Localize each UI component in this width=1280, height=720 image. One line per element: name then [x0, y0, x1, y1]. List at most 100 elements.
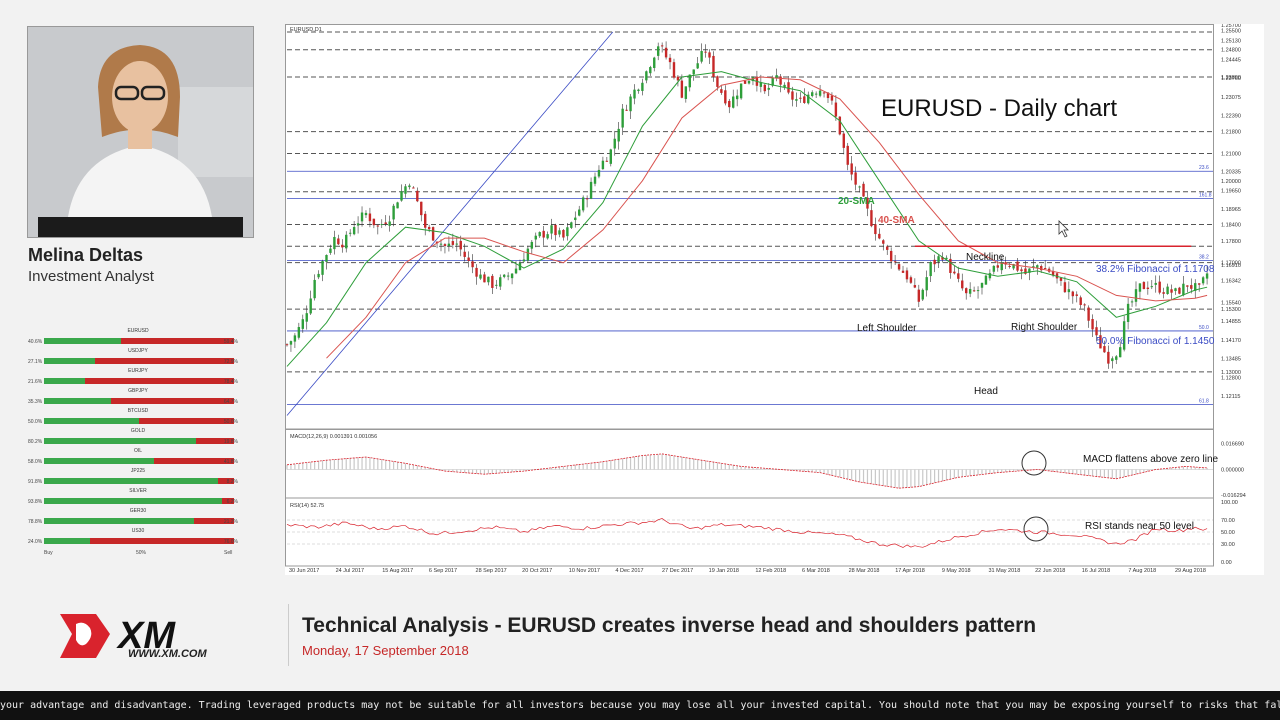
sma40-label: 40-SMA: [878, 215, 915, 226]
price-axis-label: 1.16910: [1221, 263, 1241, 269]
candle-down: [889, 250, 893, 262]
candle-up: [696, 63, 699, 69]
candle-down: [743, 80, 747, 84]
candle-down: [431, 227, 435, 241]
sentiment-sell-value: 21.2%: [223, 519, 238, 525]
sentiment-bar: [44, 458, 234, 464]
candle-up: [700, 51, 703, 62]
price-axis-label: 1.19650: [1221, 188, 1241, 194]
candle-up: [601, 160, 605, 170]
candle-down: [834, 102, 838, 117]
candle-down: [680, 80, 684, 98]
sentiment-buy-value: 80.2%: [28, 439, 43, 445]
chart-title: EURUSD - Daily chart: [881, 95, 1117, 122]
candle-up: [759, 82, 763, 87]
sentiment-bar-fill: [44, 538, 90, 544]
candle-down: [803, 96, 806, 103]
candle-down: [791, 91, 794, 100]
candle-up: [400, 191, 403, 201]
candle-up: [495, 284, 498, 286]
candle-up: [1067, 289, 1071, 293]
candle-up: [297, 327, 301, 338]
rsi-circle-marker: [1023, 516, 1049, 542]
sentiment-row: GER30 78.8% 21.2%: [28, 508, 238, 528]
fib-ratio-label: 50.0: [1199, 325, 1209, 331]
price-axis-label: 1.15300: [1221, 307, 1241, 313]
candle-up: [566, 227, 569, 237]
sentiment-bar: [44, 418, 234, 424]
sentiment-row: BTCUSD 50.0% 50.0%: [28, 408, 238, 428]
candle-down: [625, 109, 628, 111]
price-axis-label: 1.24800: [1221, 48, 1241, 54]
candle-down: [850, 163, 853, 175]
candle-down: [1186, 285, 1189, 287]
candle-up: [1182, 283, 1185, 296]
candle-down: [1071, 291, 1075, 297]
candle-up: [392, 205, 395, 220]
candle-up: [333, 236, 336, 250]
sentiment-bar: [44, 518, 234, 524]
left-shoulder-label: Left Shoulder: [857, 323, 917, 334]
candle-up: [976, 290, 980, 292]
candle-down: [878, 233, 881, 239]
candle-up: [356, 223, 360, 226]
candle-up: [653, 57, 656, 68]
sentiment-bar-fill: [44, 378, 86, 384]
candle-down: [1024, 268, 1027, 274]
x-axis-label: 24 Jul 2017: [336, 568, 364, 574]
candle-down: [893, 261, 897, 263]
sentiment-buy-value: 27.1%: [28, 359, 43, 365]
candle-up: [807, 94, 810, 104]
candle-up: [783, 84, 786, 88]
candle-up: [1150, 286, 1153, 288]
rsi-label: RSI(14) 52.75: [290, 503, 324, 509]
price-axis-label: 1.22390: [1221, 114, 1241, 120]
sentiment-symbol: GBPJPY: [128, 388, 148, 394]
candle-up: [352, 227, 356, 235]
candle-up: [514, 268, 518, 274]
candle-down: [1075, 294, 1078, 296]
candle-up: [929, 262, 932, 277]
x-axis-label: 7 Aug 2018: [1128, 568, 1156, 574]
candle-down: [1190, 285, 1193, 289]
rsi-line: [286, 518, 1208, 548]
candle-up: [1138, 283, 1142, 292]
candle-up: [1205, 273, 1209, 279]
sentiment-symbol: EURUSD: [127, 328, 149, 334]
candle-down: [842, 133, 845, 148]
candle-up: [455, 243, 458, 245]
sentiment-symbol: US30: [131, 528, 145, 534]
sentiment-bar-fill: [44, 398, 112, 404]
candle-down: [1087, 307, 1090, 321]
sentiment-bar-fill: [44, 338, 122, 344]
sentiment-sell-value: 64.7%: [223, 399, 238, 405]
candle-up: [558, 230, 561, 235]
sentiment-bar: [44, 398, 234, 404]
candle-down: [964, 288, 968, 294]
disclaimer-ticker: your advantage and disadvantage. Trading…: [0, 691, 1280, 720]
candle-up: [735, 95, 739, 100]
candle-down: [562, 229, 565, 238]
candle-down: [420, 201, 423, 216]
price-axis-label: 1.25130: [1221, 39, 1241, 45]
candle-up: [1119, 347, 1122, 358]
candle-down: [787, 82, 790, 93]
candle-up: [621, 108, 624, 128]
candle-down: [799, 97, 802, 99]
candle-up: [1012, 264, 1015, 269]
price-axis-label: 1.15540: [1221, 301, 1241, 307]
candle-down: [542, 230, 545, 238]
candle-up: [538, 232, 541, 237]
sentiment-sell-value: 72.9%: [223, 359, 238, 365]
candle-down: [716, 76, 719, 87]
svg-text:XM: XM: [116, 615, 176, 657]
macd-frame: [285, 428, 1214, 499]
candle-down: [1020, 269, 1023, 272]
candle-down: [1099, 335, 1102, 349]
sentiment-bar: [44, 438, 234, 444]
candle-up: [684, 86, 688, 99]
macd-circle-marker: [1021, 450, 1047, 476]
candle-up: [570, 222, 573, 228]
price-axis-label: 1.23075: [1221, 95, 1241, 101]
candle-up: [617, 128, 620, 142]
